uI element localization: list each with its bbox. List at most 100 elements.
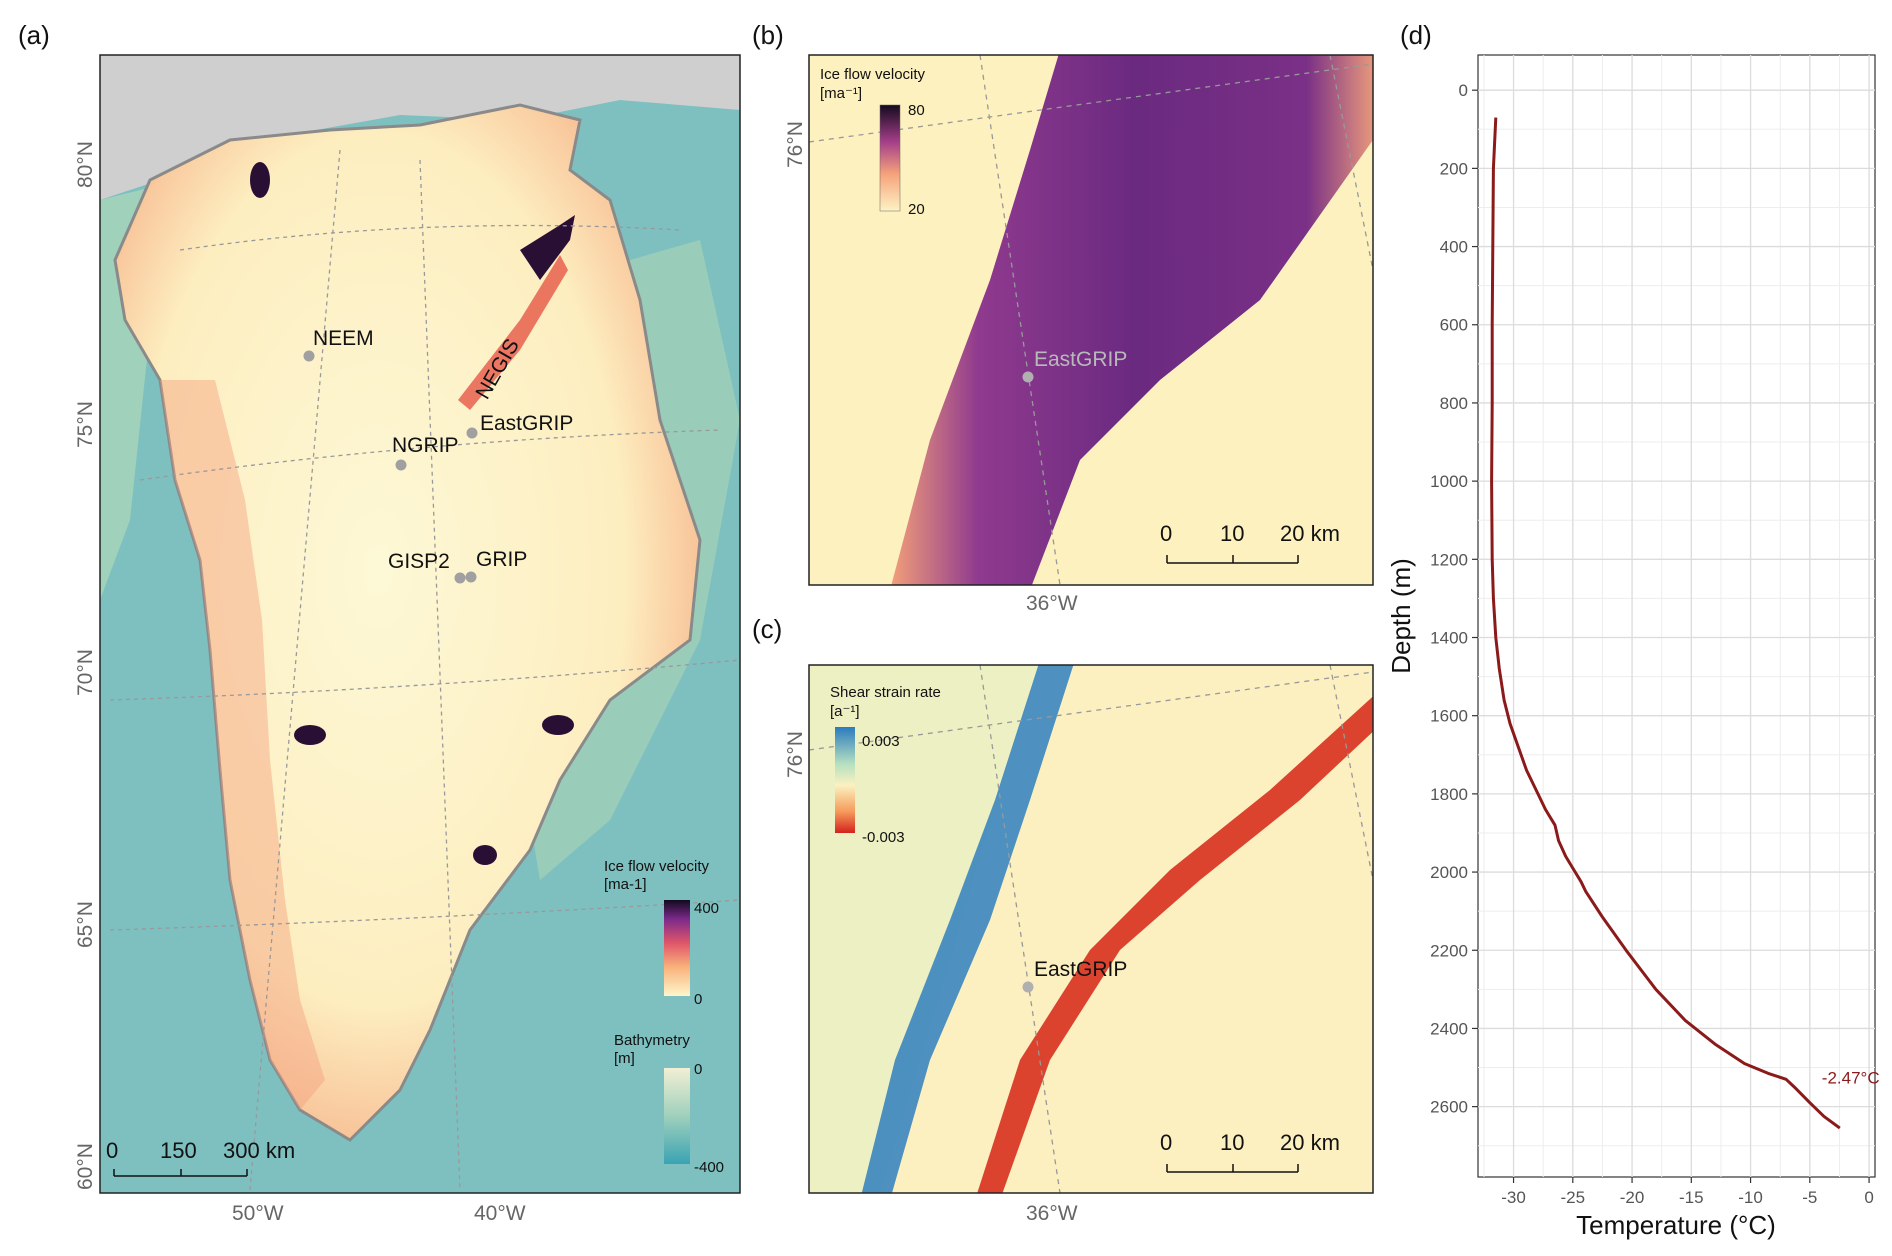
y-tick-label: 400 bbox=[1440, 238, 1468, 257]
svg-text:70°N: 70°N bbox=[74, 649, 97, 696]
x-tick-label: -10 bbox=[1738, 1188, 1763, 1207]
petermann-outlet bbox=[250, 162, 270, 198]
svg-text:0: 0 bbox=[694, 991, 702, 1008]
panel-b-scale-bar: 0 10 20 km bbox=[1160, 521, 1340, 564]
map-a-bathymetry-legend: Bathymetry [m] 0 -400 bbox=[614, 1032, 724, 1176]
y-tick-label: 1000 bbox=[1430, 472, 1468, 491]
svg-text:20 km: 20 km bbox=[1280, 521, 1340, 546]
panel-label-b: (b) bbox=[752, 20, 784, 50]
svg-text:75°N: 75°N bbox=[74, 401, 97, 448]
panel-c-negative-shear-band bbox=[977, 696, 1373, 1193]
svg-text:65°N: 65°N bbox=[74, 901, 97, 948]
y-tick-label: 2600 bbox=[1430, 1098, 1468, 1117]
y-tick-label: 800 bbox=[1440, 394, 1468, 413]
panel-label-d: (d) bbox=[1400, 20, 1432, 50]
x-tick-label: -5 bbox=[1802, 1188, 1817, 1207]
panel-c-legend: Shear strain rate [a⁻¹] 0.003 -0.003 bbox=[830, 684, 941, 846]
negis-stream bbox=[458, 255, 568, 410]
y-tick-label: 2000 bbox=[1430, 863, 1468, 882]
svg-text:60°N: 60°N bbox=[74, 1143, 97, 1190]
greenland-map: NEEM EastGRIP NGRIP GISP2 GRIP NEGIS 80°… bbox=[74, 54, 741, 1225]
panel-c-site-eastgrip: EastGRIP bbox=[1022, 958, 1127, 993]
svg-text:Ice flow velocity: Ice flow velocity bbox=[820, 66, 926, 83]
svg-text:[ma-1]: [ma-1] bbox=[604, 876, 647, 893]
site-gisp2-grip: GISP2 GRIP bbox=[388, 548, 527, 584]
panel-b-frame bbox=[808, 54, 1374, 586]
svg-text:0: 0 bbox=[1160, 521, 1172, 546]
graticule bbox=[109, 149, 740, 1191]
x-axis-label: Temperature (°C) bbox=[1576, 1210, 1776, 1240]
site-ngrip: NGRIP bbox=[392, 434, 459, 471]
svg-text:NEEM: NEEM bbox=[313, 327, 374, 350]
svg-text:Ice flow velocity: Ice flow velocity bbox=[604, 858, 710, 875]
svg-text:150: 150 bbox=[160, 1138, 197, 1163]
svg-text:0.003: 0.003 bbox=[862, 733, 900, 750]
map-a-velocity-legend: Ice flow velocity [ma-1] 400 0 bbox=[604, 858, 719, 1008]
helheim-outlet bbox=[473, 845, 497, 865]
svg-text:80°N: 80°N bbox=[74, 141, 97, 188]
west-margin-fast-ice bbox=[160, 380, 325, 1110]
jakobshavn-outlet bbox=[294, 725, 326, 745]
svg-text:10: 10 bbox=[1220, 1130, 1244, 1155]
map-a-lat-labels: 80°N 75°N 70°N 65°N 60°N bbox=[74, 141, 97, 1190]
svg-text:[ma⁻¹]: [ma⁻¹] bbox=[820, 85, 862, 102]
svg-text:-400: -400 bbox=[694, 1159, 724, 1176]
y-tick-label: 2200 bbox=[1430, 941, 1468, 960]
zachariae-outlet bbox=[520, 215, 575, 280]
svg-text:0: 0 bbox=[106, 1138, 118, 1163]
map-a-scale-bar: 0 150 300 km bbox=[106, 1138, 295, 1177]
site-neem: NEEM bbox=[303, 327, 374, 362]
y-tick-label: 200 bbox=[1440, 159, 1468, 178]
panel-b-lat-label: 76°N bbox=[784, 121, 807, 168]
x-tick-label: -15 bbox=[1679, 1188, 1704, 1207]
y-axis-ticks: 0 200 400 600 800 1000 1200 1400 1600 1800 2000 220… bbox=[1430, 81, 1478, 1117]
ice-sheet bbox=[113, 103, 702, 1142]
svg-text:NGRIP: NGRIP bbox=[392, 434, 459, 457]
panel-b-ice-stream bbox=[891, 55, 1373, 585]
svg-text:80: 80 bbox=[908, 102, 925, 119]
bottom-temperature-annotation: -2.47°C bbox=[1822, 1068, 1880, 1087]
y-tick-label: 0 bbox=[1459, 81, 1468, 100]
svg-text:20 km: 20 km bbox=[1280, 1130, 1340, 1155]
svg-text:0: 0 bbox=[694, 1061, 702, 1078]
svg-text:[m]: [m] bbox=[614, 1050, 635, 1067]
shear-strain-map: Shear strain rate [a⁻¹] 0.003 -0.003 Eas… bbox=[784, 664, 1374, 1225]
map-a-lon-labels: 50°W 40°W bbox=[232, 1202, 526, 1225]
svg-text:EastGRIP: EastGRIP bbox=[1034, 958, 1127, 981]
svg-text:EastGRIP: EastGRIP bbox=[1034, 348, 1127, 371]
y-tick-label: 600 bbox=[1440, 316, 1468, 335]
panel-c-lat-label: 76°N bbox=[784, 731, 807, 778]
panel-b-site-eastgrip: EastGRIP bbox=[1022, 348, 1127, 383]
svg-text:50°W: 50°W bbox=[232, 1202, 284, 1225]
x-tick-label: 0 bbox=[1864, 1188, 1873, 1207]
panel-c-graticule bbox=[809, 665, 1373, 1193]
panel-c-frame bbox=[808, 664, 1374, 1194]
y-tick-label: 1800 bbox=[1430, 785, 1468, 804]
svg-text:40°W: 40°W bbox=[474, 1202, 526, 1225]
temperature-depth-chart: -30 -25 -20 -15 -10 -5 0 0 200 400 600 800 1000 1200… bbox=[1386, 54, 1880, 1240]
ellesmere-land bbox=[100, 55, 740, 200]
y-tick-label: 1200 bbox=[1430, 550, 1468, 569]
svg-text:0: 0 bbox=[1160, 1130, 1172, 1155]
x-tick-label: -20 bbox=[1620, 1188, 1645, 1207]
panel-c-lon-label: 36°W bbox=[1026, 1202, 1078, 1225]
site-grip-label: GRIP bbox=[476, 548, 527, 571]
panel-b-lon-label: 36°W bbox=[1026, 592, 1078, 615]
x-tick-label: -30 bbox=[1501, 1188, 1526, 1207]
panel-b-graticule bbox=[809, 55, 1373, 585]
y-tick-label: 1400 bbox=[1430, 629, 1468, 648]
svg-text:[a⁻¹]: [a⁻¹] bbox=[830, 703, 860, 720]
velocity-zoom-map: Ice flow velocity [ma⁻¹] 80 20 EastGRIP … bbox=[784, 54, 1374, 615]
svg-text:10: 10 bbox=[1220, 521, 1244, 546]
plot-frame bbox=[1477, 54, 1876, 1178]
svg-text:400: 400 bbox=[694, 900, 719, 917]
y-axis-label: Depth (m) bbox=[1386, 558, 1416, 674]
temperature-series-line bbox=[1490, 117, 1841, 1130]
panel-c-scale-bar: 0 10 20 km bbox=[1160, 1130, 1340, 1173]
panel-b-legend: Ice flow velocity [ma⁻¹] 80 20 bbox=[820, 66, 926, 218]
panel-c-positive-shear-band bbox=[861, 665, 1074, 1193]
y-tick-label: 2400 bbox=[1430, 1019, 1468, 1038]
panel-label-c: (c) bbox=[752, 614, 782, 644]
panel-c-green-zone bbox=[809, 665, 1040, 1193]
